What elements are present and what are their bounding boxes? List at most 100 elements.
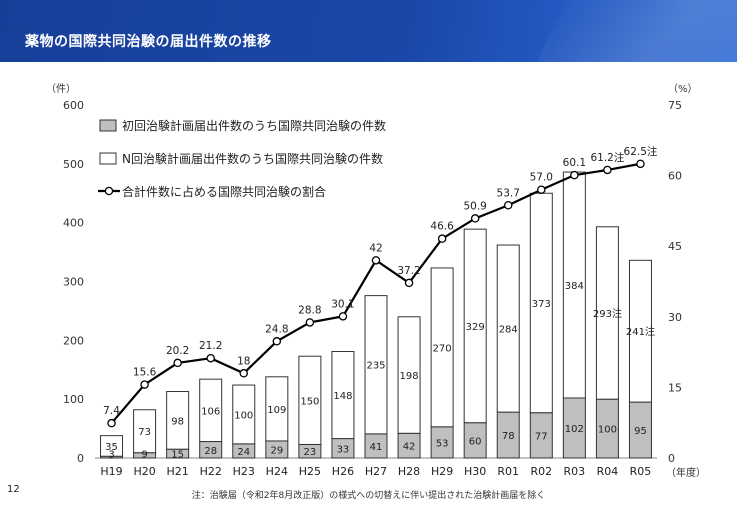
ratio-point <box>272 337 282 346</box>
ratio-point <box>206 353 215 363</box>
bar-subsequent-label: 329 <box>466 322 485 333</box>
bar-subsequent-label: 241注 <box>626 325 655 338</box>
legend-marker-ratio <box>104 186 114 196</box>
y-left-tick-label: 500 <box>63 158 84 171</box>
bar-subsequent <box>199 378 223 443</box>
bar-subsequent <box>496 244 520 413</box>
x-tick-label: R01 <box>497 465 519 478</box>
y-right-tick-label: 15 <box>668 381 682 394</box>
ratio-label: 62.5注 <box>624 145 658 158</box>
bar-initial-label: 78 <box>502 431 515 442</box>
page-title: 薬物の国際共同治験の届出件数の推移 <box>25 34 272 50</box>
header-banner: 薬物の国際共同治験の届出件数の推移 <box>0 0 737 62</box>
ratio-label: 24.8 <box>265 323 288 335</box>
y-left-tick-label: 200 <box>63 334 84 347</box>
y-left-axis-label: （件） <box>46 83 76 95</box>
legend-swatch-subsequent <box>99 152 117 165</box>
ratio-label: 37.2 <box>397 265 420 277</box>
bar-subsequent-label: 98 <box>171 416 184 427</box>
bar-subsequent <box>265 376 289 442</box>
bar-subsequent <box>430 267 454 428</box>
ratio-point <box>636 159 645 169</box>
page-number: 12 <box>7 484 20 495</box>
ratio-label: 28.8 <box>298 304 321 316</box>
y-right-tick-label: 45 <box>668 240 682 253</box>
ratio-point <box>371 256 381 265</box>
x-tick-label: H30 <box>464 465 486 478</box>
ratio-label: 42 <box>369 242 382 254</box>
legend-label-subsequent: N回治験計画届出件数のうち国際共同治験の件数 <box>122 151 383 166</box>
bar-initial-label: 24 <box>237 447 250 458</box>
ratio-label: 15.6 <box>133 367 157 379</box>
legend-label-initial: 初回治験計画届出件数のうち国際共同治験の件数 <box>122 118 386 133</box>
x-tick-label: H27 <box>365 465 387 478</box>
bar-subsequent-label: 73 <box>138 427 151 438</box>
bar-initial-label: 102 <box>565 424 584 435</box>
ratio-label: 61.2注 <box>590 151 624 164</box>
ratio-point <box>437 234 447 243</box>
x-tick-label: H29 <box>431 465 453 478</box>
bar-initial-label: 42 <box>403 442 416 453</box>
ratio-point <box>470 214 480 223</box>
bar-initial-label: 3 <box>108 450 114 461</box>
ratio-label: 60.1 <box>563 157 586 169</box>
bar-subsequent-label: 198 <box>400 371 419 382</box>
y-left-tick-label: 0 <box>77 452 84 465</box>
x-tick-label: H21 <box>167 465 189 478</box>
bar-subsequent-label: 384 <box>565 281 584 292</box>
bar-subsequent-label: 35 <box>105 442 118 453</box>
x-tick-label: H25 <box>299 465 321 478</box>
bar-initial-label: 60 <box>469 436 482 447</box>
y-right-tick-label: 30 <box>668 311 682 324</box>
ratio-label: 7.4 <box>103 405 120 417</box>
x-axis-unit-label: （年度） <box>666 466 706 479</box>
bar-subsequent <box>298 355 322 445</box>
ratio-label: 18 <box>237 355 250 367</box>
ratio-label: 21.2 <box>199 340 222 352</box>
ratio-point <box>570 170 579 180</box>
y-left-tick-label: 600 <box>63 99 84 112</box>
ratio-point <box>305 318 315 327</box>
ratio-label: 46.6 <box>430 221 454 233</box>
bar-subsequent-label: 106 <box>201 406 220 417</box>
bar-subsequent-label: 100 <box>234 410 253 421</box>
y-left-tick-label: 400 <box>63 217 84 230</box>
y-right-tick-label: 0 <box>668 452 675 465</box>
bar-subsequent <box>595 226 619 400</box>
ratio-point <box>537 185 546 194</box>
bar-subsequent <box>166 391 190 450</box>
bar-subsequent <box>628 259 652 403</box>
bar-initial-label: 23 <box>304 447 317 458</box>
bar-initial-label: 100 <box>598 425 617 436</box>
ratio-point <box>603 165 612 175</box>
bar-initial-label: 9 <box>141 450 147 461</box>
x-tick-label: R04 <box>597 465 619 478</box>
ratio-point <box>239 369 249 378</box>
y-right-tick-label: 75 <box>668 99 682 112</box>
ratio-point <box>173 358 182 368</box>
bar-initial-label: 29 <box>270 445 283 456</box>
bar-subsequent <box>232 384 256 445</box>
y-left-tick-label: 100 <box>63 393 84 406</box>
x-tick-label: R03 <box>564 465 586 478</box>
ratio-point <box>338 312 348 321</box>
bar-initial-label: 41 <box>370 442 383 453</box>
bar-subsequent <box>463 228 487 424</box>
bar-subsequent-label: 270 <box>433 343 452 354</box>
bar-subsequent-label: 293注 <box>593 307 622 320</box>
bar-subsequent <box>331 351 355 440</box>
x-tick-label: R05 <box>630 465 652 478</box>
ratio-point <box>404 278 414 288</box>
ratio-label: 20.2 <box>166 345 189 357</box>
bar-subsequent-label: 284 <box>499 325 518 336</box>
bar-subsequent-label: 148 <box>333 391 352 402</box>
y-right-axis-label: （%） <box>668 83 698 95</box>
x-tick-label: H28 <box>398 465 420 478</box>
x-tick-label: H24 <box>266 465 288 478</box>
ratio-point <box>107 418 116 428</box>
legend-swatch-initial <box>99 119 117 132</box>
ratio-label: 30.1 <box>331 298 354 310</box>
ratio-point <box>503 201 513 210</box>
x-tick-label: H20 <box>133 465 155 478</box>
